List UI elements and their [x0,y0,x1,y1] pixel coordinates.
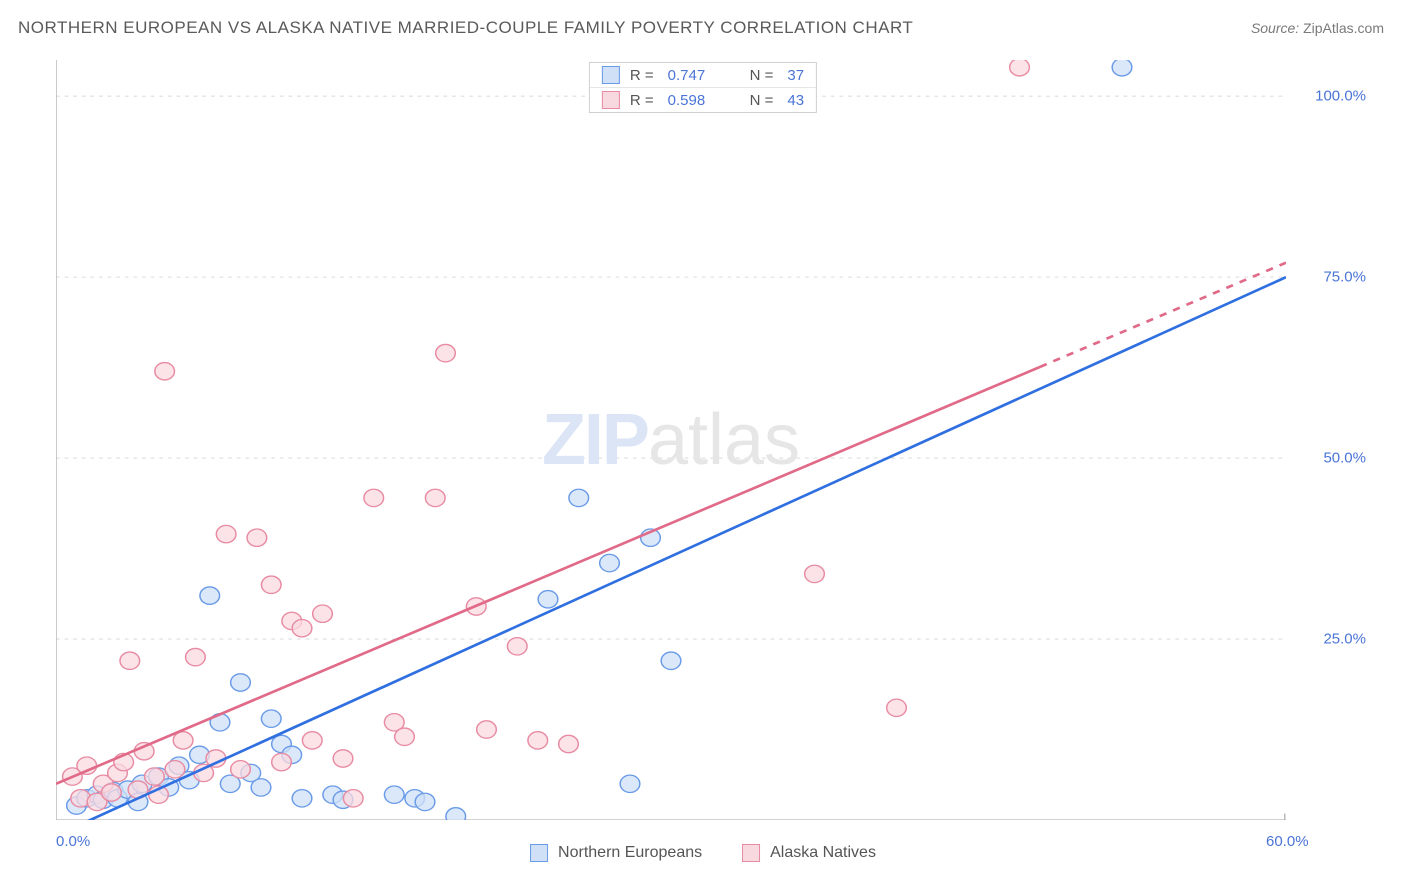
y-tick-label: 25.0% [1323,631,1366,648]
legend-item: Alaska Natives [742,844,876,862]
x-tick-label: 0.0% [56,833,90,850]
r-label: R = [630,92,654,109]
chart-title: NORTHERN EUROPEAN VS ALASKA NATIVE MARRI… [18,18,913,38]
plot-area: ZIPatlas 25.0%50.0%75.0%100.0%0.0%60.0% [56,60,1286,820]
n-value: 43 [787,92,804,109]
n-label: N = [750,92,774,109]
r-label: R = [630,67,654,84]
y-tick-label: 75.0% [1323,269,1366,286]
correlation-legend: R = 0.747 N = 37 R = 0.598 N = 43 [589,62,817,113]
y-tick-label: 100.0% [1315,88,1366,105]
legend-stat-row: R = 0.598 N = 43 [590,87,816,112]
scatter-plot-svg [56,60,1286,820]
y-tick-label: 50.0% [1323,450,1366,467]
source-label: Source: [1251,20,1299,36]
legend-series-name: Northern Europeans [558,844,702,862]
r-value: 0.598 [668,92,722,109]
series-legend: Northern Europeans Alaska Natives [530,844,876,862]
r-value: 0.747 [668,67,722,84]
legend-swatch [602,91,620,109]
legend-stat-row: R = 0.747 N = 37 [590,63,816,87]
source-citation: Source: ZipAtlas.com [1251,20,1384,36]
legend-series-name: Alaska Natives [770,844,876,862]
legend-swatch [742,844,760,862]
n-value: 37 [787,67,804,84]
legend-item: Northern Europeans [530,844,702,862]
x-tick-label: 60.0% [1266,833,1309,850]
legend-swatch [530,844,548,862]
n-label: N = [750,67,774,84]
legend-swatch [602,66,620,84]
source-value: ZipAtlas.com [1303,20,1384,36]
